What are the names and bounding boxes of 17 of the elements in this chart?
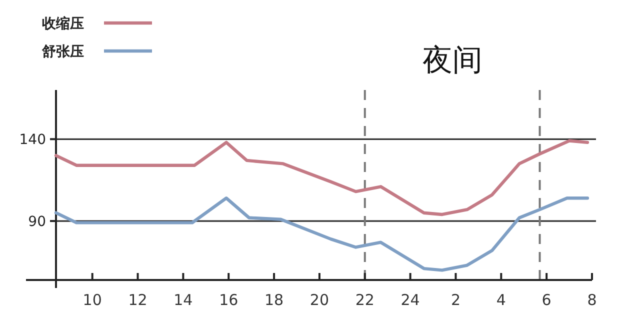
x-tick-label: 20	[310, 291, 330, 309]
x-tick-label: 18	[264, 291, 284, 309]
y-tick-label: 140	[19, 132, 46, 148]
x-tick-label: 10	[82, 291, 102, 309]
text: 夜间	[422, 43, 482, 78]
x-tick-label: 2	[450, 291, 460, 309]
x-tick-label: 6	[542, 291, 552, 309]
y-tick-label: 90	[28, 214, 46, 230]
x-tick-label: 24	[400, 291, 420, 309]
x-tick-label: 12	[128, 291, 148, 309]
x-tick-label: 8	[587, 291, 597, 309]
x-tick-label: 4	[496, 291, 506, 309]
x-tick-label: 14	[174, 291, 193, 309]
legend-label: 收缩压	[42, 15, 84, 32]
legend-label: 舒张压	[41, 44, 84, 60]
x-tick-label: 22	[355, 291, 374, 309]
x-tick-label: 16	[219, 291, 238, 309]
